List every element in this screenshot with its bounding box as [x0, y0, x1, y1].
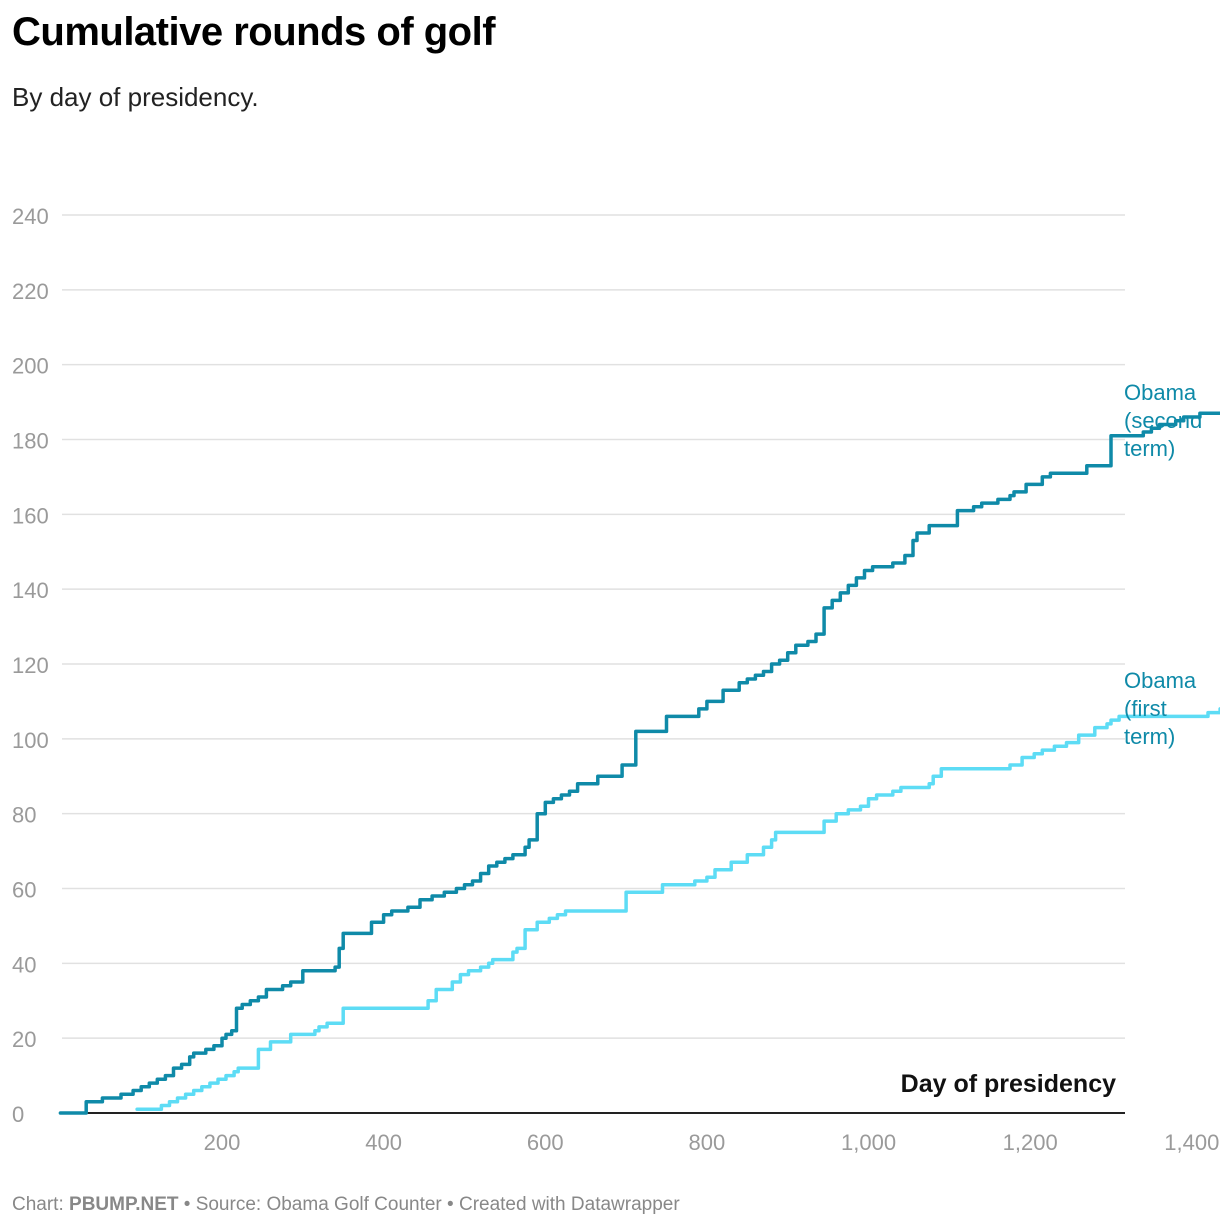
label-second-term: Obama (second term): [1124, 380, 1202, 461]
y-tick-label: 80: [12, 803, 36, 828]
line-chart: 0 20 40 60 80 100 120 140 160 180 200 220 240 200 400…: [12, 204, 1220, 1155]
y-axis-tick-labels: 0 20 40 60 80 100 120 140 160 180 200 220 240: [12, 204, 49, 1127]
chart-title: Cumulative rounds of golf: [12, 10, 496, 54]
y-tick-label: 200: [12, 354, 49, 379]
series-direct-labels: Obama (second term) Obama (first term): [1124, 380, 1202, 749]
x-tick-label: 1,000: [841, 1130, 896, 1155]
series-label-line: Obama: [1124, 380, 1197, 405]
y-tick-label: 160: [12, 503, 49, 528]
y-tick-label: 120: [12, 653, 49, 678]
x-tick-label: 400: [365, 1130, 402, 1155]
y-tick-label: 240: [12, 204, 49, 229]
y-tick-label: 140: [12, 578, 49, 603]
y-tick-label: 0: [12, 1102, 24, 1127]
series-label-line: (second: [1124, 408, 1202, 433]
series-line-first-term: [135, 707, 1220, 1112]
x-tick-label: 800: [689, 1130, 726, 1155]
chart-subtitle: By day of presidency.: [12, 82, 259, 112]
series-label-line: term): [1124, 436, 1175, 461]
series-label-line: term): [1124, 724, 1175, 749]
x-axis-title: Day of presidency: [901, 1070, 1116, 1098]
series-lines: [58, 411, 1220, 1115]
y-tick-label: 60: [12, 878, 36, 903]
x-tick-label: 200: [204, 1130, 241, 1155]
label-first-term: Obama (first term): [1124, 668, 1197, 749]
x-tick-label: 600: [527, 1130, 564, 1155]
y-tick-label: 20: [12, 1027, 36, 1052]
x-tick-label: 1,200: [1003, 1130, 1058, 1155]
y-tick-label: 100: [12, 728, 49, 753]
gridlines: [62, 214, 1125, 1039]
y-tick-label: 180: [12, 429, 49, 454]
y-tick-label: 220: [12, 279, 49, 304]
footer-chart-source-link[interactable]: PBUMP.NET: [69, 1194, 179, 1215]
chart-footer: Chart: PBUMP.NET • Source: Obama Golf Co…: [12, 1194, 680, 1216]
x-axis-tick-labels: 200 400 600 800 1,000 1,200 1,400: [204, 1130, 1220, 1155]
y-tick-label: 40: [12, 952, 36, 977]
x-tick-label: 1,400: [1164, 1130, 1219, 1155]
series-label-line: (first: [1124, 696, 1167, 721]
footer-source-text: • Source: Obama Golf Counter • Created w…: [178, 1194, 680, 1215]
footer-chart-prefix: Chart:: [12, 1194, 70, 1215]
series-line-second-term: [58, 411, 1220, 1115]
series-label-line: Obama: [1124, 668, 1197, 693]
